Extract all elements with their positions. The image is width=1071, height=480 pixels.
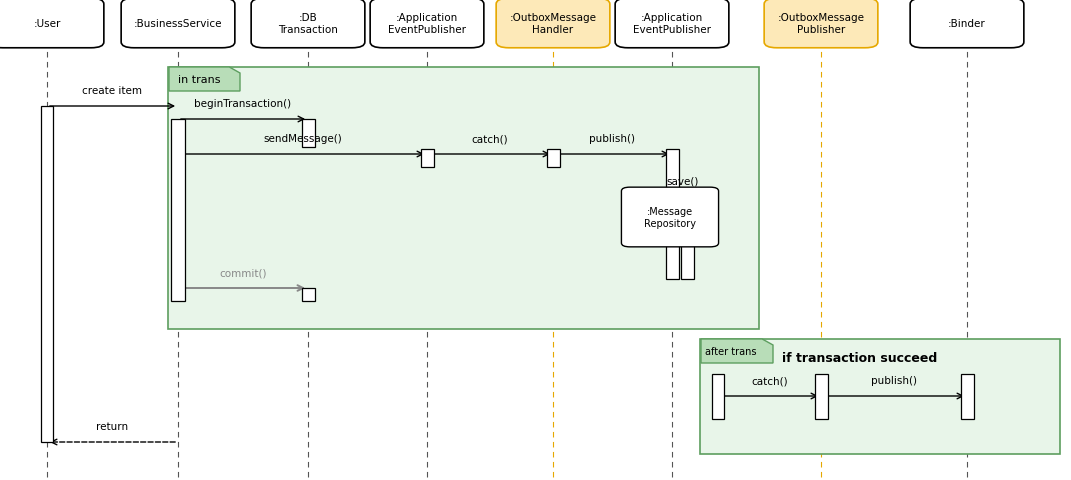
FancyBboxPatch shape bbox=[680, 198, 694, 279]
Text: :Message
Repository: :Message Repository bbox=[644, 207, 696, 228]
FancyBboxPatch shape bbox=[302, 120, 315, 148]
Text: commit(): commit() bbox=[220, 267, 267, 277]
Text: catch(): catch() bbox=[751, 375, 788, 385]
FancyBboxPatch shape bbox=[41, 107, 54, 442]
FancyBboxPatch shape bbox=[251, 0, 365, 48]
FancyBboxPatch shape bbox=[665, 150, 679, 279]
FancyBboxPatch shape bbox=[371, 0, 484, 48]
Text: :OutboxMessage
Handler: :OutboxMessage Handler bbox=[510, 13, 597, 35]
FancyBboxPatch shape bbox=[615, 0, 729, 48]
Text: :Application
EventPublisher: :Application EventPublisher bbox=[633, 13, 711, 35]
Polygon shape bbox=[702, 339, 773, 363]
Text: after trans: after trans bbox=[706, 346, 757, 356]
FancyBboxPatch shape bbox=[700, 339, 1060, 454]
Text: save(): save() bbox=[667, 177, 699, 187]
Text: publish(): publish() bbox=[871, 375, 917, 385]
Text: sendMessage(): sendMessage() bbox=[263, 134, 342, 144]
FancyBboxPatch shape bbox=[121, 0, 235, 48]
Text: publish(): publish() bbox=[589, 134, 635, 144]
FancyBboxPatch shape bbox=[621, 188, 719, 247]
Text: beginTransaction(): beginTransaction() bbox=[195, 99, 291, 109]
FancyBboxPatch shape bbox=[764, 0, 878, 48]
FancyBboxPatch shape bbox=[961, 374, 974, 419]
Text: :Application
EventPublisher: :Application EventPublisher bbox=[388, 13, 466, 35]
Text: create item: create item bbox=[82, 86, 142, 96]
Text: :BusinessService: :BusinessService bbox=[134, 19, 223, 29]
Text: :DB
Transaction: :DB Transaction bbox=[278, 13, 338, 35]
Text: catch(): catch() bbox=[471, 134, 509, 144]
FancyBboxPatch shape bbox=[910, 0, 1024, 48]
Polygon shape bbox=[169, 68, 240, 92]
FancyBboxPatch shape bbox=[168, 68, 759, 329]
Text: if transaction succeed: if transaction succeed bbox=[782, 351, 937, 364]
Text: return: return bbox=[96, 421, 129, 431]
Text: :User: :User bbox=[33, 19, 61, 29]
FancyBboxPatch shape bbox=[711, 374, 724, 419]
FancyBboxPatch shape bbox=[496, 0, 609, 48]
Text: :OutboxMessage
Publisher: :OutboxMessage Publisher bbox=[778, 13, 864, 35]
FancyBboxPatch shape bbox=[815, 374, 828, 419]
FancyBboxPatch shape bbox=[421, 150, 434, 168]
FancyBboxPatch shape bbox=[171, 120, 184, 301]
FancyBboxPatch shape bbox=[302, 288, 315, 301]
Text: in trans: in trans bbox=[178, 75, 220, 85]
FancyBboxPatch shape bbox=[546, 150, 559, 168]
FancyBboxPatch shape bbox=[0, 0, 104, 48]
Text: :Binder: :Binder bbox=[948, 19, 986, 29]
